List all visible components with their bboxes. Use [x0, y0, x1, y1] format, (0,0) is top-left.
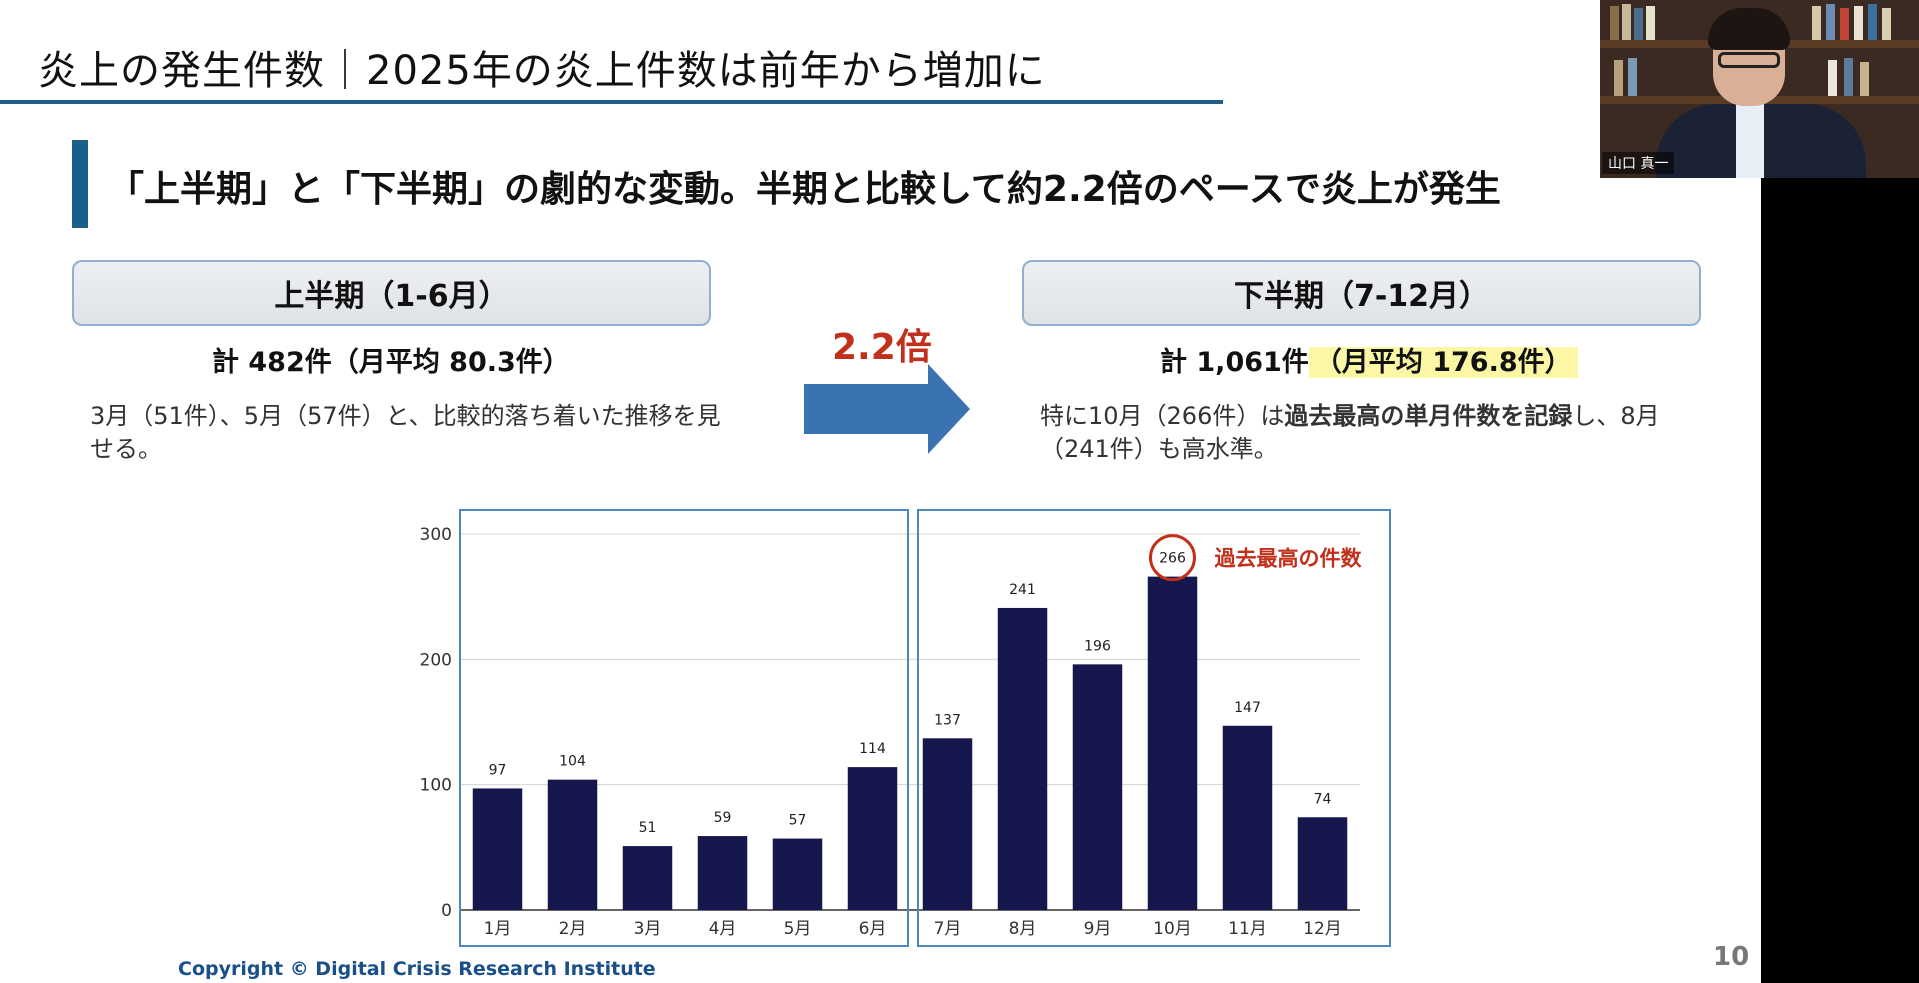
data-label: 137: [934, 712, 961, 728]
participant-hair: [1708, 8, 1790, 50]
highlight-circle: [1149, 534, 1196, 582]
x-tick-label: 3月: [634, 919, 662, 939]
data-label: 196: [1084, 638, 1111, 654]
second-half-frame: [917, 509, 1391, 947]
webcam-video-tile[interactable]: 山口 真一: [1600, 0, 1919, 178]
y-tick-label: 200: [420, 650, 452, 670]
data-label: 57: [789, 813, 807, 829]
subtitle-accent-bar: [72, 140, 88, 228]
data-label: 59: [714, 810, 732, 826]
second-half-desc-b: し、8月（241件）も高水準。: [1040, 402, 1660, 463]
data-label: 147: [1234, 700, 1261, 716]
book: [1844, 58, 1853, 96]
participant-name: 山口 真一: [1602, 152, 1675, 174]
x-tick-label: 1月: [484, 919, 512, 939]
monthly-incidents-chart: 0 100 200 300 97 1月 104 2月 51 3月 59 4月 57 5月 114 6月 137 7…: [420, 509, 1391, 947]
bar-6月: [847, 767, 898, 910]
data-label: 241: [1009, 582, 1036, 598]
data-label: 266: [1159, 551, 1186, 567]
second-half-total-prefix: 計 1,061件: [1160, 347, 1309, 378]
bar-7月: [922, 738, 973, 910]
book: [1860, 62, 1869, 96]
x-tick-label: 4月: [709, 919, 737, 939]
second-half-description: 特に10月（266件）は過去最高の単月件数を記録し、8月（241件）も高水準。: [1040, 400, 1700, 466]
bar-3月: [622, 846, 673, 910]
first-half-frame: [459, 509, 909, 947]
x-tick-label: 8月: [1009, 919, 1037, 939]
bar-10月: [1147, 576, 1198, 910]
book: [1614, 60, 1623, 96]
book: [1634, 8, 1643, 40]
x-tick-label: 10月: [1153, 919, 1192, 939]
slide-subtitle: 「上半期」と「下半期」の劇的な変動。半期と比較して約2.2倍のペースで炎上が発生: [108, 169, 1501, 210]
chart-annotation: 過去最高の件数: [1215, 547, 1363, 571]
bar-1月: [472, 788, 523, 910]
book: [1882, 8, 1891, 40]
x-tick-label: 9月: [1084, 919, 1112, 939]
glasses-icon: [1718, 52, 1780, 68]
second-half-desc-bold: 過去最高の単月件数を記録: [1284, 402, 1573, 430]
y-tick-label: 0: [441, 901, 452, 921]
first-half-label-box: 上半期（1-6月）: [72, 260, 711, 326]
book: [1854, 6, 1863, 40]
book: [1646, 6, 1655, 40]
slide-title: 炎上の発生件数｜2025年の炎上件数は前年から増加に: [38, 48, 1046, 94]
copyright: Copyright © Digital Crisis Research Inst…: [178, 958, 656, 980]
book: [1828, 60, 1837, 96]
book: [1840, 8, 1849, 40]
data-label: 104: [559, 754, 586, 770]
y-tick-label: 300: [420, 525, 452, 545]
second-half-monthly-average: （月平均 176.8件）: [1308, 347, 1578, 378]
book: [1812, 6, 1821, 40]
title-underline: [0, 100, 1223, 104]
book: [1868, 4, 1877, 40]
x-tick-label: 2月: [559, 919, 587, 939]
x-tick-label: 7月: [934, 919, 962, 939]
second-half-total: 計 1,061件 （月平均 176.8件）: [1160, 340, 1578, 379]
bar-2月: [547, 779, 598, 910]
data-label: 97: [489, 762, 507, 778]
bar-8月: [997, 607, 1048, 910]
data-label: 114: [859, 741, 886, 757]
first-half-description: 3月（51件）、5月（57件）と、比較的落ち着いた推移を見せる。: [90, 402, 721, 463]
data-label: 74: [1314, 791, 1332, 807]
bar-12月: [1297, 817, 1348, 910]
bar-11月: [1222, 725, 1273, 910]
data-label: 51: [639, 820, 657, 836]
book: [1622, 4, 1631, 40]
x-tick-label: 11月: [1228, 919, 1267, 939]
second-half-label: 下半期（7-12月）: [1233, 279, 1490, 314]
book: [1628, 58, 1637, 96]
slide: 炎上の発生件数｜2025年の炎上件数は前年から増加に 「上半期」と「下半期」の劇…: [0, 48, 1750, 980]
x-tick-label: 12月: [1303, 919, 1342, 939]
x-tick-label: 5月: [784, 919, 812, 939]
bar-9月: [1072, 664, 1123, 910]
y-tick-label: 100: [420, 776, 452, 796]
x-tick-label: 6月: [859, 919, 887, 939]
bar-4月: [697, 836, 748, 910]
first-half-label: 上半期（1-6月）: [274, 279, 509, 314]
book: [1610, 6, 1619, 40]
page-number: 10: [1713, 942, 1750, 972]
second-half-label-box: 下半期（7-12月）: [1022, 260, 1701, 326]
bar-5月: [772, 838, 823, 910]
right-arrow-icon: [804, 364, 970, 454]
first-half-total: 計 482件（月平均 80.3件）: [212, 347, 570, 378]
participant-shirt: [1736, 104, 1764, 178]
ratio-label: 2.2倍: [832, 327, 932, 368]
second-half-desc-a: 特に10月（266件）は: [1040, 402, 1285, 430]
book: [1826, 4, 1835, 40]
